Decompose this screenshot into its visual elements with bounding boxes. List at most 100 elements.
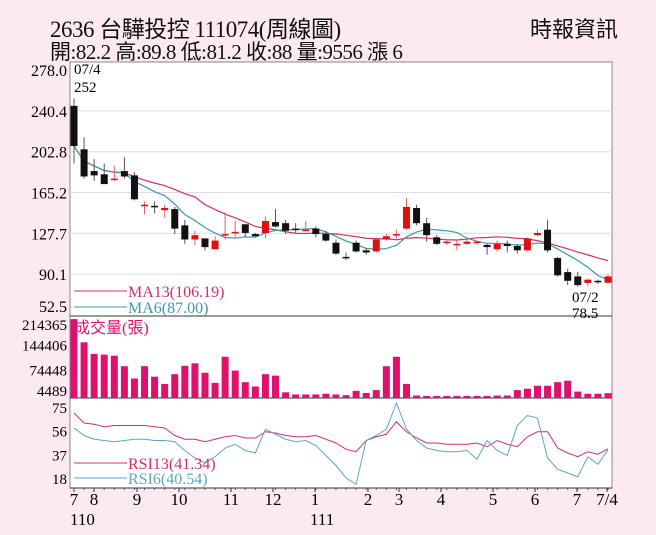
candle-body: [473, 241, 481, 244]
volume-bar: [362, 393, 370, 398]
volume-bar: [100, 354, 108, 398]
candle-body: [181, 225, 189, 240]
volume-bar: [423, 395, 431, 398]
volume-bar: [372, 390, 380, 398]
candle-body: [241, 224, 249, 233]
price-tick-label: 202.8: [31, 145, 67, 162]
candle-body: [544, 229, 552, 251]
candle-body: [463, 241, 471, 244]
candle-body: [110, 178, 118, 181]
candle-body: [342, 256, 350, 259]
candle-body: [493, 243, 501, 250]
candle-body: [191, 235, 199, 240]
volume-bar: [191, 363, 199, 398]
x-tick-label: 7: [70, 490, 79, 509]
volume-bar: [392, 356, 400, 398]
candle-body: [564, 272, 572, 281]
rsi-tick-label: 37: [52, 448, 68, 464]
x-tick-label: 1: [311, 490, 320, 509]
volume-bar: [80, 342, 88, 398]
volume-bar: [473, 395, 481, 398]
year-label: 111: [310, 510, 334, 529]
volume-bar: [584, 393, 592, 398]
x-tick-label: 4: [437, 490, 446, 509]
x-tick-label: 10: [171, 490, 188, 509]
x-tick-label: 8: [90, 490, 99, 509]
ma6-legend: MA6(87.00): [128, 300, 208, 317]
candle-body: [120, 171, 128, 177]
price-tick-label: 127.7: [31, 226, 67, 243]
volume-tick-label: 144406: [22, 338, 68, 354]
price-tick-label: 165.2: [31, 186, 67, 203]
candle-body: [413, 207, 421, 224]
x-tick-label: 11: [223, 490, 239, 509]
candle-body: [282, 223, 290, 231]
source-label: 時報資訊: [529, 17, 618, 42]
candle-body: [70, 105, 78, 147]
x-tick-label: 2: [364, 490, 373, 509]
candle-body: [523, 238, 531, 251]
volume-bar: [483, 395, 491, 398]
candle-body: [141, 204, 149, 207]
candle-body: [402, 206, 410, 229]
volume-bar: [433, 395, 441, 398]
volume-bar: [110, 355, 118, 398]
candle-body: [584, 279, 592, 283]
volume-tick-label: 214365: [22, 318, 67, 334]
volume-bar: [161, 383, 169, 398]
volume-bar: [352, 390, 360, 398]
candle-body: [382, 236, 390, 240]
price-tick-label: 52.5: [39, 299, 67, 316]
candle-body: [423, 223, 431, 236]
candle-body: [272, 222, 280, 227]
ma13-legend: MA13(106.19): [128, 284, 224, 301]
volume-bar: [181, 365, 189, 398]
volume-bar: [453, 395, 461, 398]
candle-body: [513, 246, 521, 251]
candle-body: [292, 228, 300, 231]
x-tick-label: 3: [395, 490, 404, 509]
candle-body: [302, 229, 310, 232]
volume-bar: [493, 395, 501, 398]
candle-body: [533, 232, 541, 236]
candle-body: [130, 175, 138, 200]
high-date-label: 07/4: [74, 62, 101, 78]
candle-body: [161, 207, 169, 211]
candle-body: [261, 221, 269, 233]
candle-body: [574, 276, 582, 286]
candle-body: [503, 243, 511, 247]
candle-body: [362, 250, 370, 253]
low-value-label: 78.5: [572, 306, 598, 322]
candle-body: [251, 234, 259, 237]
candle-body: [554, 257, 562, 276]
candle-body: [221, 234, 229, 236]
volume-bar: [382, 366, 390, 398]
x-tick-label: 6: [531, 490, 540, 509]
volume-bar: [251, 386, 259, 398]
volume-bar: [221, 356, 229, 398]
volume-bar: [554, 382, 562, 398]
volume-bar: [292, 394, 300, 398]
candle-body: [312, 228, 320, 235]
candle-body: [171, 209, 179, 229]
volume-bar: [533, 385, 541, 398]
candle-body: [453, 243, 461, 246]
ma6-line: [73, 145, 609, 281]
candle-body: [433, 237, 441, 244]
volume-bar: [402, 383, 410, 398]
volume-bar: [171, 374, 179, 398]
candle-body: [231, 231, 239, 234]
volume-bar: [211, 382, 219, 398]
volume-bar: [503, 395, 511, 398]
candle-body: [604, 276, 612, 283]
candle-body: [90, 171, 98, 176]
price-tick-label: 240.4: [31, 104, 67, 121]
volume-bar: [413, 395, 421, 398]
x-tick-label: 12: [265, 490, 282, 509]
x-tick-label: 5: [489, 490, 498, 509]
x-tick-label: 7/4: [596, 490, 618, 509]
low-date-label: 07/2: [572, 290, 599, 306]
x-tick-label: 7: [573, 490, 582, 509]
rsi6-legend: RSI6(40.54): [128, 471, 208, 488]
